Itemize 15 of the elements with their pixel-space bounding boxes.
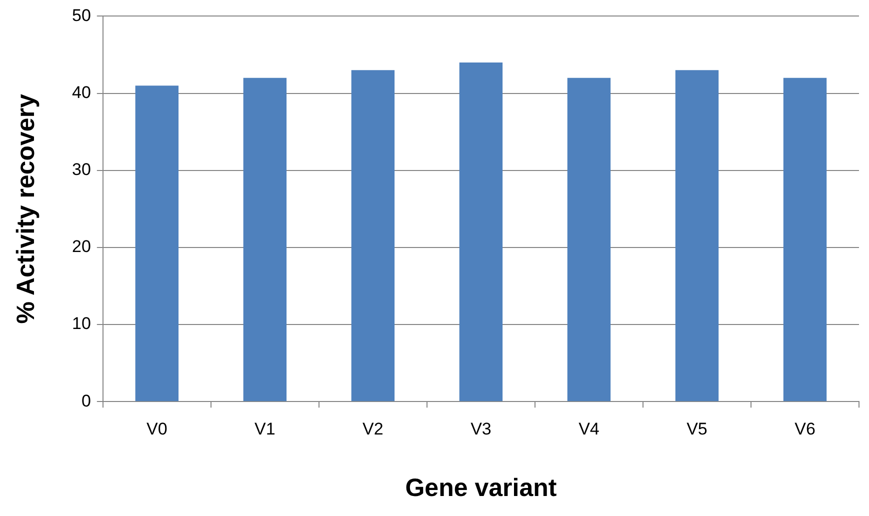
x-tick-label: V6 xyxy=(794,419,816,438)
y-tick-label: 0 xyxy=(81,391,91,410)
y-tick-label: 30 xyxy=(72,160,91,180)
y-tick-label: 20 xyxy=(72,237,91,256)
y-axis-title: % Activity recovery xyxy=(12,94,40,324)
x-tick-label: V0 xyxy=(146,419,168,438)
x-tick-label: V5 xyxy=(686,419,708,438)
y-tick-label: 10 xyxy=(72,314,91,334)
x-tick-label: V3 xyxy=(470,419,492,438)
x-tick-label: V4 xyxy=(578,419,600,438)
y-tick-label: 50 xyxy=(72,6,91,25)
x-tick-label: V2 xyxy=(362,419,384,438)
y-tick-label: 40 xyxy=(72,82,91,102)
x-axis-title: Gene variant xyxy=(405,474,558,502)
x-tick-label: V1 xyxy=(254,419,276,438)
